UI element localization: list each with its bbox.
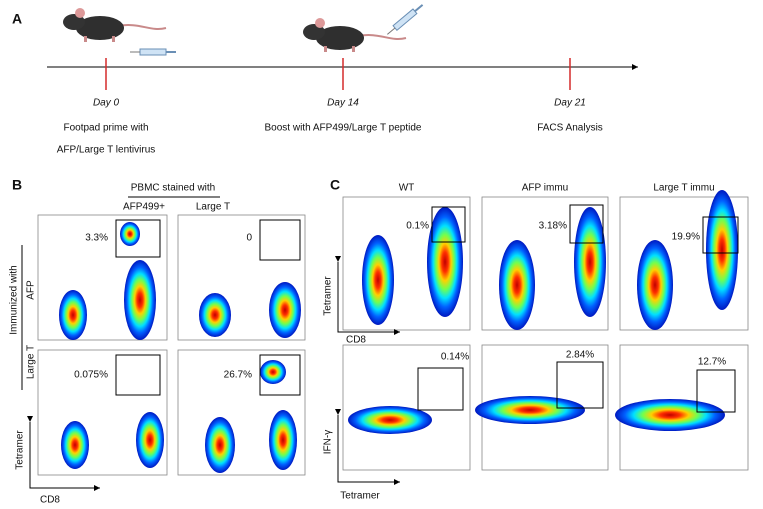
gate-percent: 3.3% — [85, 233, 108, 244]
day-label: Day 0 — [93, 98, 120, 109]
mouse-ear — [315, 18, 325, 28]
syringe-icon — [130, 48, 176, 56]
gate — [259, 219, 301, 261]
gate-percent: 19.9% — [672, 232, 700, 243]
density-blob — [205, 417, 235, 473]
gate — [259, 354, 301, 396]
axis-arrow — [335, 256, 400, 335]
mouse-ear — [75, 8, 85, 18]
density-blob — [499, 240, 535, 330]
mouse-tail — [357, 34, 407, 40]
day-label: Day 21 — [554, 98, 586, 109]
mouse-icon — [303, 18, 407, 52]
mouse-leg — [84, 36, 87, 42]
mouse-tail — [117, 24, 167, 30]
gate — [115, 219, 161, 258]
y-axis-label: IFN-γ — [323, 430, 334, 454]
panel-label: A — [12, 11, 22, 27]
density-blob — [269, 410, 297, 470]
column-label: Large T — [196, 202, 230, 213]
mouse-body — [316, 26, 364, 50]
step-text: AFP/Large T lentivirus — [57, 145, 156, 156]
density-blob — [269, 282, 301, 338]
row-group-label: Immunized with — [9, 265, 20, 334]
mouse-leg — [112, 36, 115, 42]
axis-arrow — [335, 409, 400, 485]
density-blob — [362, 235, 394, 325]
gate — [431, 206, 466, 243]
gate — [417, 367, 464, 411]
column-label: AFP499+ — [123, 202, 165, 213]
column-label: AFP immu — [522, 183, 569, 194]
density-blob — [615, 399, 725, 431]
gate — [696, 369, 736, 413]
column-label: WT — [399, 183, 415, 194]
column-label: Large T immu — [653, 183, 714, 194]
mouse-head — [63, 14, 85, 30]
x-axis-label: CD8 — [40, 495, 60, 506]
density-blob — [706, 190, 738, 310]
gate-percent: 2.84% — [566, 350, 594, 361]
density-blob — [260, 360, 286, 384]
density-blob — [124, 260, 156, 340]
gate-percent: 0.14% — [441, 352, 469, 363]
gate — [115, 354, 161, 396]
density-blob — [199, 293, 231, 337]
gate-percent: 0 — [246, 233, 252, 244]
x-axis-label: Tetramer — [340, 491, 380, 502]
panel-label: B — [12, 177, 22, 193]
syringe-icon — [387, 4, 424, 35]
gate-percent: 26.7% — [224, 370, 252, 381]
axis-arrow — [27, 416, 100, 491]
step-text: FACS Analysis — [537, 123, 603, 134]
mouse-head — [303, 24, 325, 40]
density-blob — [59, 290, 87, 340]
y-axis-label: Tetramer — [15, 430, 26, 470]
syringe-needle — [387, 27, 396, 35]
density-blob — [136, 412, 164, 468]
step-text: Boost with AFP499/Large T peptide — [265, 123, 422, 134]
row-label: Large T — [26, 345, 37, 379]
mouse-body — [76, 16, 124, 40]
gate — [569, 204, 604, 244]
layer: A Day 0 Footpad prime with AFP/Large T lent… — [9, 4, 749, 506]
density-blob — [427, 207, 463, 317]
x-axis-label: CD8 — [346, 335, 366, 346]
density-blob — [637, 240, 673, 330]
panel-label: C — [330, 177, 340, 193]
row-label: AFP — [26, 280, 37, 300]
mouse-leg — [352, 46, 355, 52]
density-blob — [475, 396, 585, 424]
day-label: Day 14 — [327, 98, 359, 109]
gate-percent: 0.075% — [74, 370, 108, 381]
gate — [702, 216, 739, 254]
syringe-barrel — [392, 8, 418, 32]
density-blob — [120, 222, 140, 246]
density-blob — [61, 421, 89, 469]
y-axis-label: Tetramer — [323, 276, 334, 316]
header: PBMC stained with — [131, 183, 215, 194]
gate-percent: 3.18% — [539, 221, 567, 232]
density-blob — [574, 207, 606, 317]
mouse-icon — [63, 8, 167, 42]
syringe-barrel — [139, 48, 167, 56]
gate — [556, 361, 604, 409]
step-text: Footpad prime with — [63, 123, 148, 134]
gate-percent: 0.1% — [406, 221, 429, 232]
gate-percent: 12.7% — [698, 357, 726, 368]
mouse-leg — [324, 46, 327, 52]
syringe-plunger — [414, 4, 424, 13]
